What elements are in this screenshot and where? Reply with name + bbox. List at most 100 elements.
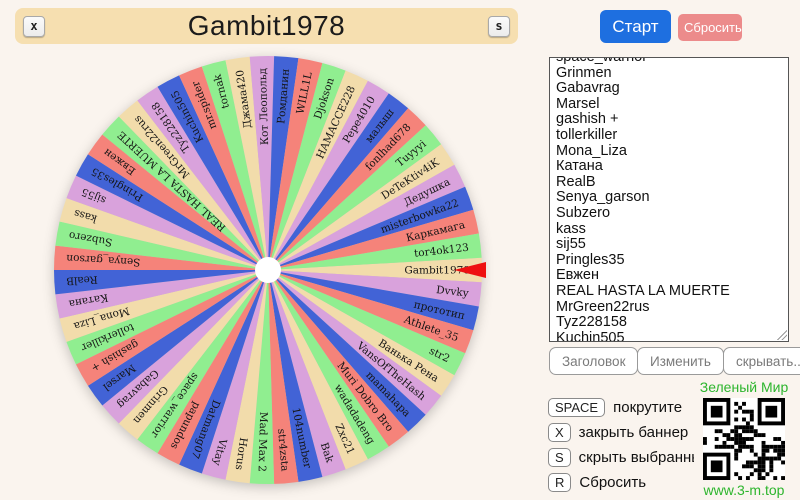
space-keycap: SPACE — [548, 398, 606, 417]
wheel-segment — [268, 108, 426, 270]
reset-button[interactable]: Сбросить — [678, 14, 742, 41]
wheel-hub — [255, 257, 281, 283]
wheel-segment — [268, 70, 368, 270]
wheel-segment — [268, 270, 389, 460]
wheel-segment — [268, 56, 299, 271]
wheel-segment — [137, 270, 268, 454]
wheel-segment-label: RealB — [66, 273, 98, 287]
wheel-segment — [268, 164, 466, 270]
wheel-segment — [268, 209, 479, 270]
wheel-segment-label: Horus — [233, 437, 250, 471]
wheel-segment — [268, 58, 323, 271]
hotkey-hide-selected: S скрыть выбранный эл — [548, 448, 716, 467]
wheel-segment — [268, 257, 482, 283]
resize-handle-icon[interactable] — [777, 330, 787, 340]
list-line: Mona_Liza — [556, 142, 627, 159]
wheel-segment — [268, 186, 474, 270]
list-line: Катана — [556, 158, 603, 175]
wheel-segment — [102, 270, 268, 424]
hotkey-close-banner-label: закрыть баннер — [578, 424, 689, 441]
banner-title: Gambit1978 — [187, 10, 346, 41]
hotkey-reset: R Сбросить — [548, 473, 716, 492]
wheel-segment — [268, 93, 409, 270]
hotkey-spin-label: покрутите — [613, 399, 683, 416]
hotkey-spin: SPACE покрутите — [548, 398, 716, 417]
wheel-segment — [268, 233, 482, 270]
wheel-segment — [102, 116, 268, 270]
wheel-segment — [225, 270, 268, 484]
list-line: Kuchin505 — [556, 329, 625, 342]
list-line: Marsel — [556, 95, 600, 112]
wheel-segment — [268, 270, 426, 432]
wheel-segment — [75, 154, 269, 270]
wheel-segment — [66, 175, 268, 270]
list-line: tollerkiller — [556, 126, 618, 143]
header-button[interactable]: Заголовок — [549, 347, 639, 375]
list-line: REAL HASTA LA MUERTE — [556, 282, 730, 299]
wheel-segment-label: Dvvky — [436, 284, 470, 300]
wheel-pointer-icon — [454, 262, 486, 278]
wheel-segment — [137, 86, 268, 271]
wheel-segment-label: Gambit1978 — [404, 265, 470, 277]
winner-banner: x Gambit1978 s — [15, 8, 518, 44]
wheel-segment — [268, 63, 346, 270]
wheel-segment-label: Senya_garson — [66, 252, 141, 268]
wheel-segment — [268, 80, 389, 270]
hotkey-reset-label: Сбросить — [579, 474, 647, 491]
hide-mode-button[interactable]: скрывать... — [723, 347, 800, 375]
wheel-segment — [268, 270, 368, 470]
wheel-segment-label: Mad Max 2 — [256, 412, 270, 472]
wheel-segment — [53, 270, 268, 295]
list-line: sij55 — [556, 236, 586, 253]
wheel-segment — [157, 270, 268, 465]
prize-wheel[interactable]: Gambit1978DvvkyпрототипAthlete_35str2Ван… — [53, 55, 483, 485]
wheel-segment — [118, 100, 268, 270]
wheel-segment — [268, 270, 323, 482]
wheel-segment — [201, 270, 268, 480]
list-line: Senya_garson — [556, 189, 650, 206]
list-line: MrGreen22rus — [556, 298, 650, 315]
start-button[interactable]: Старт — [600, 10, 671, 43]
wheel-segment — [268, 144, 455, 270]
wheel-segment-label: Ромданин — [275, 68, 292, 124]
list-line: space_warrior — [556, 57, 648, 65]
wheel-segment — [118, 270, 268, 440]
list-line: RealB — [556, 173, 596, 190]
wheel-segment — [87, 134, 268, 270]
wheel-segment — [268, 270, 466, 376]
wheel-segment — [201, 60, 268, 270]
wheel-segment — [268, 270, 482, 307]
wheel-segment — [268, 270, 409, 447]
qr-title: Зеленый Мир — [699, 379, 789, 395]
wheel-segment — [268, 270, 479, 331]
list-line: Gabavrag — [556, 80, 620, 97]
wheel-segment — [55, 270, 268, 319]
x-keycap: X — [548, 423, 571, 442]
qr-code — [703, 398, 785, 480]
wheel-segment — [249, 270, 275, 484]
wheel-segment — [59, 198, 269, 270]
hotkey-close-banner: X закрыть баннер — [548, 423, 716, 442]
wheel-segment — [268, 270, 474, 354]
list-line: Евжен — [556, 267, 599, 284]
list-line: gashish + — [556, 111, 619, 128]
names-list: space_warrior Grinmen Gabavrag Marsel gashis… — [556, 57, 730, 342]
wheel-segment — [268, 270, 442, 415]
banner-hide-button[interactable]: s — [488, 15, 510, 37]
wheel-segment — [268, 270, 299, 484]
list-line: kass — [556, 220, 586, 237]
wheel-segment — [53, 245, 268, 270]
names-textarea[interactable]: space_warrior Grinmen Gabavrag Marsel gashis… — [549, 57, 789, 342]
wheel-segment — [268, 270, 455, 396]
edit-button[interactable]: Изменить — [637, 347, 724, 375]
wheel-segment — [179, 66, 268, 270]
wheel-segment — [87, 270, 268, 406]
banner-close-button[interactable]: x — [23, 15, 45, 37]
s-keycap: S — [548, 448, 571, 467]
r-keycap: R — [548, 473, 572, 492]
qr-url-link[interactable]: www.3-m.top — [703, 482, 785, 498]
list-line: Subzero — [556, 204, 611, 221]
wheel-segment — [66, 270, 268, 365]
wheel-segment — [249, 56, 275, 270]
